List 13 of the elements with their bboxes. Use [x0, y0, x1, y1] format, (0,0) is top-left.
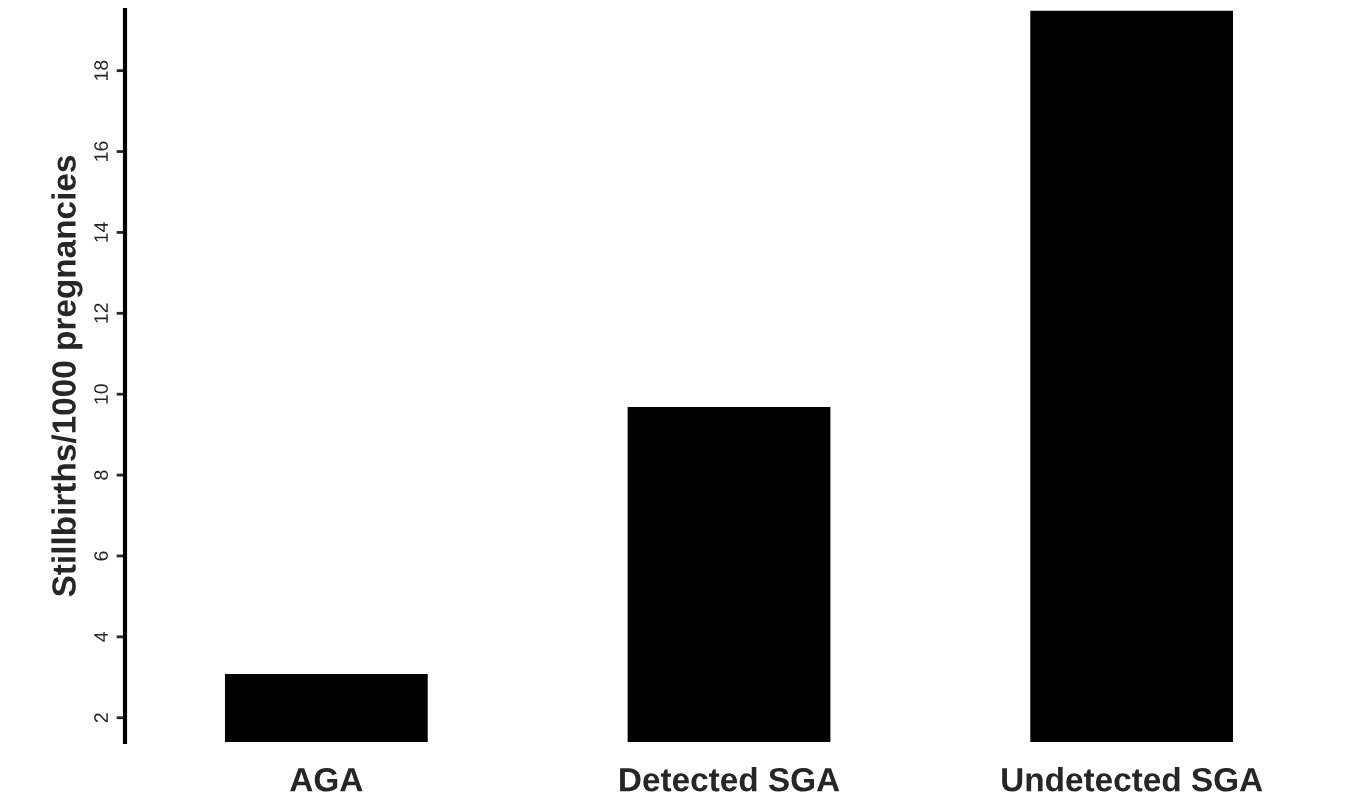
y-axis-title: Stillbirths/1000 pregnancies — [51, 155, 83, 597]
y-tick-label: 12 — [94, 303, 108, 323]
y-tick-label: 8 — [94, 470, 108, 480]
x-tick-label: AGA — [290, 767, 363, 792]
y-tick-label: 16 — [94, 141, 108, 161]
y-tick-label: 4 — [94, 632, 108, 642]
y-tick-label: 18 — [94, 60, 108, 80]
y-tick-label: 14 — [94, 222, 108, 242]
x-tick-label: Undetected SGA — [1002, 767, 1263, 792]
y-tick-label: 2 — [94, 713, 108, 723]
x-tick-label: Detected SGA — [620, 767, 840, 792]
y-tick-label: 10 — [94, 384, 108, 404]
y-tick-label: 6 — [94, 551, 108, 561]
